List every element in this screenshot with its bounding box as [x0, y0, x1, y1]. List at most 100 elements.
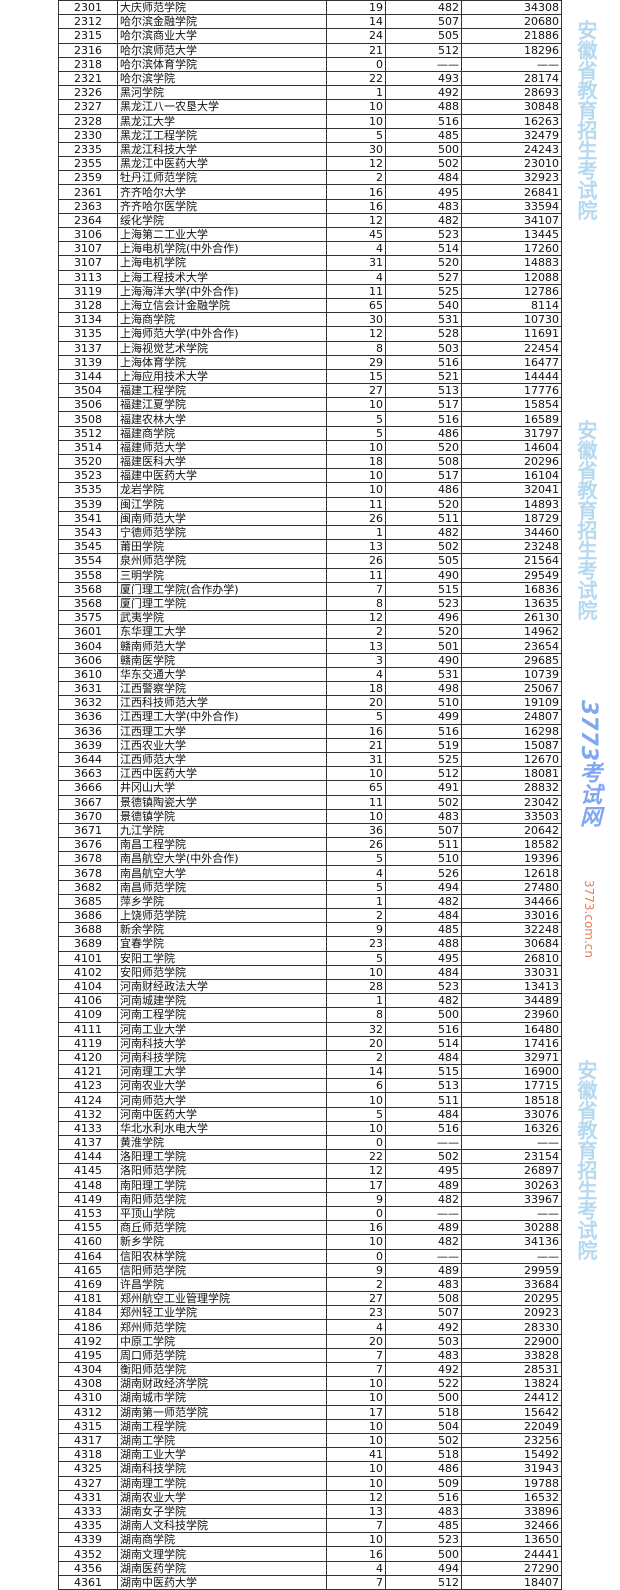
min-score-cell: 484 — [385, 1049, 462, 1066]
school-code-cell: 3128 — [58, 297, 118, 314]
admitted-count-cell: 5 — [326, 425, 386, 441]
school-name-cell: 大庆师范学院 — [117, 0, 327, 16]
school-code-cell: 2361 — [58, 184, 118, 200]
school-name-cell: 衡阳师范学院 — [117, 1361, 327, 1378]
min-score-cell: 484 — [385, 964, 462, 980]
admitted-count-cell: 32 — [326, 1021, 386, 1037]
school-code-cell: 4169 — [58, 1276, 118, 1293]
min-rank-cell: 17776 — [461, 383, 562, 399]
school-code-cell: 4184 — [58, 1305, 118, 1321]
school-name-cell: 江西中医药大学 — [117, 766, 327, 782]
min-rank-cell: 18582 — [461, 837, 562, 853]
school-name-cell: 宁德师范学院 — [117, 524, 327, 541]
min-score-cell: 482 — [385, 524, 462, 541]
min-rank-cell: 16104 — [461, 468, 562, 484]
admitted-count-cell: 36 — [326, 822, 386, 839]
school-code-cell: 4120 — [58, 1049, 118, 1066]
admitted-count-cell: 26 — [326, 837, 386, 853]
admitted-count-cell: 16 — [326, 198, 386, 214]
school-code-cell: 4318 — [58, 1447, 118, 1463]
table-row: 2312 哈尔滨金融学院 14 507 20680 — [58, 14, 562, 30]
admitted-count-cell: 0 — [326, 56, 386, 72]
admitted-count-cell: 12 — [326, 610, 386, 626]
min-rank-cell: 33031 — [461, 964, 562, 980]
school-code-cell: 3636 — [58, 709, 118, 725]
table-row: 3682 南昌师范学院 5 494 27480 — [58, 879, 562, 895]
min-score-cell: 505 — [385, 553, 462, 569]
min-rank-cell: 21564 — [461, 553, 562, 569]
admitted-count-cell: 7 — [326, 581, 386, 597]
min-score-cell: 502 — [385, 1432, 462, 1449]
min-rank-cell: 14444 — [461, 368, 562, 385]
min-score-cell: 482 — [385, 1234, 462, 1250]
admitted-count-cell: 5 — [326, 1106, 386, 1122]
admitted-count-cell: 9 — [326, 922, 386, 938]
min-score-cell: 525 — [385, 751, 462, 768]
min-rank-cell: 34107 — [461, 212, 562, 229]
school-code-cell: 3107 — [58, 255, 118, 271]
min-rank-cell: 31797 — [461, 425, 562, 441]
min-score-cell: 488 — [385, 936, 462, 952]
table-row: 4106 河南城建学院 1 482 34489 — [58, 993, 562, 1009]
min-score-cell: 493 — [385, 70, 462, 87]
min-rank-cell: 16532 — [461, 1489, 562, 1505]
school-name-cell: 江西理工大学(中外合作) — [117, 709, 327, 725]
min-rank-cell: 32466 — [461, 1518, 562, 1534]
admitted-count-cell: 5 — [326, 879, 386, 895]
school-code-cell: 3568 — [58, 581, 118, 597]
school-code-cell: 4164 — [58, 1248, 118, 1264]
school-code-cell: 4356 — [58, 1560, 118, 1576]
admitted-count-cell: 10 — [326, 1120, 386, 1137]
min-score-cell: 492 — [385, 1319, 462, 1335]
school-name-cell: 湖南财政经济学院 — [117, 1376, 327, 1392]
min-rank-cell: 26897 — [461, 1163, 562, 1179]
table-row: 3554 泉州师范学院 26 505 21564 — [58, 553, 562, 569]
school-code-cell: 4149 — [58, 1191, 118, 1207]
table-row: 3666 井冈山大学 65 491 28832 — [58, 780, 562, 796]
table-row: 2330 黑龙江工程学院 5 485 32479 — [58, 127, 562, 143]
min-rank-cell: 27480 — [461, 879, 562, 895]
school-code-cell: 4119 — [58, 1035, 118, 1051]
min-score-cell: 515 — [385, 581, 462, 597]
school-name-cell: 黑龙江科技大学 — [117, 141, 327, 158]
admitted-count-cell: 18 — [326, 680, 386, 697]
min-rank-cell: 28330 — [461, 1319, 562, 1335]
admitted-count-cell: 2 — [326, 624, 386, 640]
school-name-cell: 湖南中医药大学 — [117, 1574, 327, 1590]
min-rank-cell: 23654 — [461, 638, 562, 654]
min-score-cell: 514 — [385, 1035, 462, 1051]
school-code-cell: 4102 — [58, 964, 118, 980]
min-score-cell: 490 — [385, 567, 462, 583]
school-code-cell: 3666 — [58, 780, 118, 796]
min-rank-cell: 33503 — [461, 808, 562, 824]
min-rank-cell: 26810 — [461, 950, 562, 966]
admitted-count-cell: 4 — [326, 1319, 386, 1335]
admitted-count-cell: 28 — [326, 978, 386, 995]
admitted-count-cell: 31 — [326, 255, 386, 271]
school-name-cell: 郑州师范学院 — [117, 1319, 327, 1335]
admitted-count-cell: 12 — [326, 212, 386, 229]
school-name-cell: 宜春学院 — [117, 936, 327, 952]
school-code-cell: 3639 — [58, 737, 118, 753]
table-row: 3686 上饶师范学院 2 484 33016 — [58, 907, 562, 924]
min-rank-cell: 34136 — [461, 1234, 562, 1250]
min-rank-cell: 33076 — [461, 1106, 562, 1122]
min-score-cell: 523 — [385, 978, 462, 995]
school-name-cell: 信阳农林学院 — [117, 1248, 327, 1264]
school-name-cell: 郑州轻工业学院 — [117, 1305, 327, 1321]
table-row: 3689 宜春学院 23 488 30684 — [58, 936, 562, 952]
school-code-cell: 3667 — [58, 794, 118, 810]
school-name-cell: 景德镇学院 — [117, 808, 327, 824]
min-score-cell: 500 — [385, 1390, 462, 1406]
admitted-count-cell: 10 — [326, 1475, 386, 1491]
admitted-count-cell: 16 — [326, 1546, 386, 1562]
table-row: 3535 龙岩学院 10 486 32041 — [58, 482, 562, 498]
table-row: 3568 厦门理工学院(合作办学) 7 515 16836 — [58, 581, 562, 597]
min-score-cell: 484 — [385, 907, 462, 924]
admitted-count-cell: 13 — [326, 539, 386, 555]
school-name-cell: 哈尔滨体育学院 — [117, 56, 327, 72]
admitted-count-cell: 5 — [326, 950, 386, 966]
min-rank-cell: 32248 — [461, 922, 562, 938]
min-score-cell: 485 — [385, 127, 462, 143]
table-row: 4339 湖南商学院 10 523 13650 — [58, 1532, 562, 1548]
